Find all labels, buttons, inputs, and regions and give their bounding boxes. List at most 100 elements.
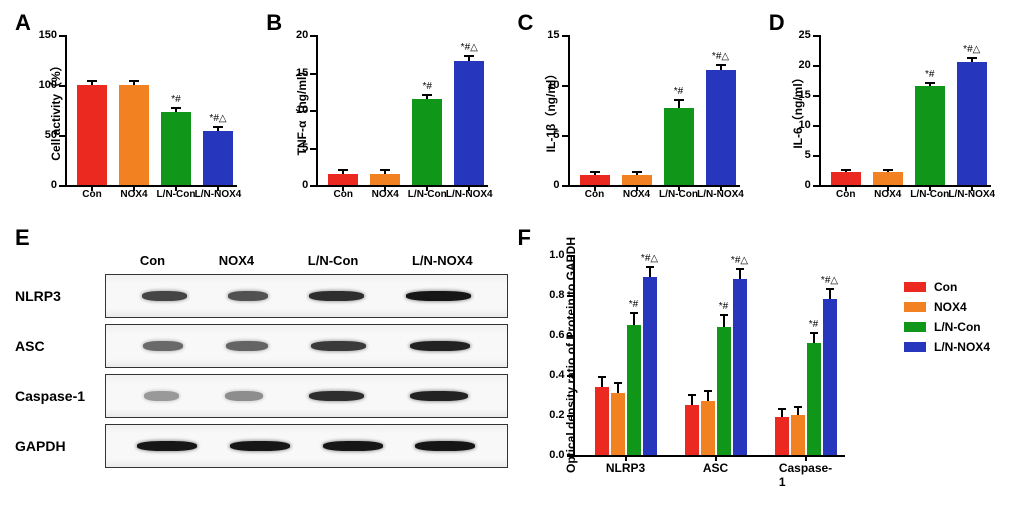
- bar: [611, 393, 625, 455]
- blot-band: [142, 291, 187, 301]
- x-label: Con: [82, 189, 101, 200]
- chart-c: IL-1β（ng/ml）051015ConNOX4*#L/N-Con*#△L/N…: [513, 10, 759, 220]
- panel-label: D: [769, 10, 785, 36]
- significance-marker: *#△: [963, 44, 980, 55]
- bar: [685, 405, 699, 455]
- x-group-label: Caspase-1: [779, 461, 832, 489]
- y-tick-label: 0.4: [549, 369, 564, 381]
- bar: *#: [627, 325, 641, 455]
- x-label: Con: [836, 189, 855, 200]
- blot-band: [137, 441, 197, 451]
- plot-area: 050100150ConNOX4*#L/N-Con*#△L/N-NOX4: [65, 35, 237, 187]
- panel-b: B TNF-α（ng/ml）05101520ConNOX4*#L/N-Con*#…: [261, 10, 507, 220]
- panel-e: E ConNOX4L/N-ConL/N-NOX4 NLRP3ASCCaspase…: [10, 225, 508, 495]
- blot-strip: [105, 274, 508, 318]
- legend-item: L/N-Con: [904, 320, 990, 334]
- significance-marker: *#: [423, 81, 432, 92]
- legend-label: L/N-Con: [934, 320, 981, 334]
- x-label: L/N-Con: [157, 189, 196, 200]
- x-label: L/N-Con: [910, 189, 949, 200]
- y-tick-label: 10: [547, 79, 559, 91]
- bar: [595, 387, 609, 455]
- blot-container: ConNOX4L/N-ConL/N-NOX4 NLRP3ASCCaspase-1…: [10, 225, 508, 468]
- legend-label: NOX4: [934, 300, 967, 314]
- bar: [791, 415, 805, 455]
- plot-area: 05101520ConNOX4*#L/N-Con*#△L/N-NOX4: [316, 35, 488, 187]
- x-label: L/N-NOX4: [948, 189, 995, 200]
- y-tick-label: 100: [39, 79, 57, 91]
- x-label: NOX4: [120, 189, 147, 200]
- blot-row: ASC: [105, 324, 508, 368]
- bar: *#: [161, 112, 191, 185]
- bar: *#: [807, 343, 821, 455]
- chart-a: Cell activity（%）050100150ConNOX4*#L/N-Co…: [10, 10, 256, 220]
- y-tick-label: 5: [805, 149, 811, 161]
- blot-band: [406, 291, 471, 301]
- legend-item: L/N-NOX4: [904, 340, 990, 354]
- bar: [77, 85, 107, 185]
- blot-strip: [105, 374, 508, 418]
- significance-marker: *#△: [731, 255, 748, 266]
- legend-label: Con: [934, 280, 957, 294]
- panel-a: A Cell activity（%）050100150ConNOX4*#L/N-…: [10, 10, 256, 220]
- panel-c: C IL-1β（ng/ml）051015ConNOX4*#L/N-Con*#△L…: [513, 10, 759, 220]
- blot-band: [309, 391, 364, 401]
- blot-row: GAPDH: [105, 424, 508, 468]
- bar: *#: [717, 327, 731, 455]
- blot-row-label: Caspase-1: [15, 388, 85, 404]
- blot-row-label: GAPDH: [15, 438, 66, 454]
- y-tick-label: 15: [547, 29, 559, 41]
- significance-marker: *#: [171, 94, 180, 105]
- bar: [701, 401, 715, 455]
- blot-band: [143, 341, 183, 351]
- blot-band: [228, 291, 268, 301]
- significance-marker: *#△: [461, 42, 478, 53]
- blot-band: [410, 391, 468, 401]
- x-group-label: NLRP3: [606, 461, 645, 475]
- bar: *#△: [203, 131, 233, 185]
- figure-grid: A Cell activity（%）050100150ConNOX4*#L/N-…: [10, 10, 1010, 495]
- significance-marker: *#△: [209, 113, 226, 124]
- y-tick-label: 10: [799, 119, 811, 131]
- panel-f: F Optical density ratio of Protein to GA…: [513, 225, 1011, 495]
- x-label: L/N-Con: [659, 189, 698, 200]
- y-tick-label: 20: [296, 29, 308, 41]
- blot-band: [410, 341, 470, 351]
- legend-label: L/N-NOX4: [934, 340, 990, 354]
- blot-lane-header: L/N-NOX4: [412, 253, 473, 268]
- bar: *#△: [454, 61, 484, 185]
- y-tick-label: 0.2: [549, 409, 564, 421]
- bar: [775, 417, 789, 455]
- bar: *#: [412, 99, 442, 185]
- y-tick-label: 0.0: [549, 449, 564, 461]
- x-label: L/N-NOX4: [195, 189, 242, 200]
- x-label: L/N-NOX4: [697, 189, 744, 200]
- y-tick-label: 0: [805, 179, 811, 191]
- legend-swatch: [904, 322, 926, 332]
- significance-marker: *#△: [712, 51, 729, 62]
- bar: *#△: [706, 70, 736, 185]
- bar: *#: [664, 108, 694, 185]
- y-tick-label: 15: [296, 67, 308, 79]
- blot-band: [144, 391, 179, 401]
- panel-label: B: [266, 10, 282, 36]
- blot-lane-header: NOX4: [219, 253, 254, 268]
- x-label: L/N-Con: [408, 189, 447, 200]
- y-tick-label: 1.0: [549, 249, 564, 261]
- plot-area: 0.00.20.40.60.81.0*#*#△NLRP3*#*#△ASC*#*#…: [573, 255, 845, 457]
- blot-band: [309, 291, 364, 301]
- y-tick-label: 25: [799, 29, 811, 41]
- blot-band: [226, 341, 268, 351]
- bar: [119, 85, 149, 185]
- bar: [328, 174, 358, 185]
- blot-band: [323, 441, 383, 451]
- bar: [622, 175, 652, 185]
- significance-marker: *#: [629, 299, 638, 310]
- legend-item: Con: [904, 280, 990, 294]
- blot-band: [230, 441, 290, 451]
- plot-area: 051015ConNOX4*#L/N-Con*#△L/N-NOX4: [568, 35, 740, 187]
- significance-marker: *#: [809, 319, 818, 330]
- blot-lane-header: L/N-Con: [308, 253, 359, 268]
- panel-label: F: [518, 225, 531, 251]
- significance-marker: *#: [719, 301, 728, 312]
